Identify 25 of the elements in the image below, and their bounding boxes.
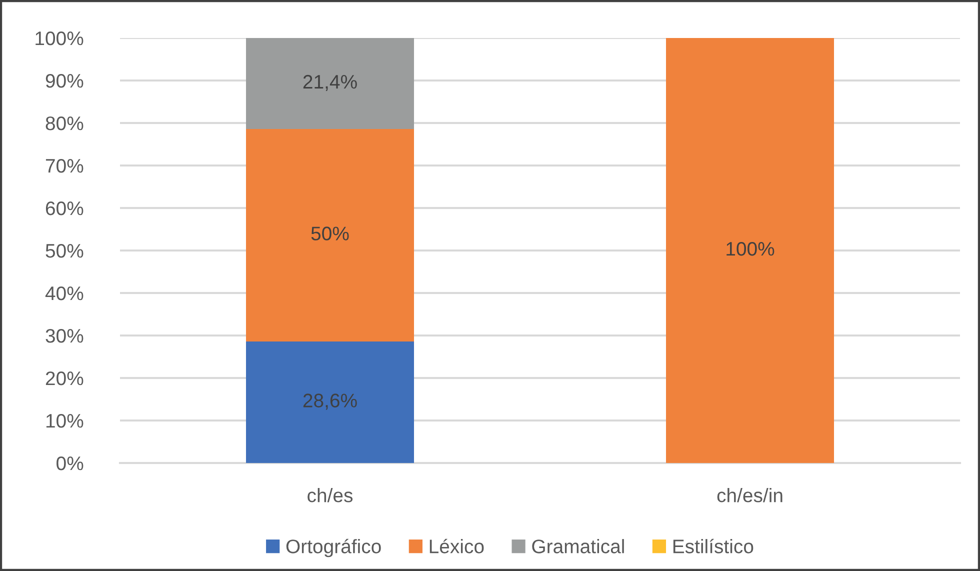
y-tick-label: 70% (46, 158, 84, 173)
legend-label: Estilístico (673, 538, 754, 554)
y-tick-label: 90% (46, 74, 84, 88)
y-tick-label: 0% (56, 456, 84, 470)
data-label: 21,4% (303, 74, 357, 91)
bar (666, 38, 834, 463)
y-tick-label: 80% (46, 116, 84, 130)
y-tick-label: 30% (46, 328, 84, 343)
data-label: 50% (311, 226, 349, 240)
legend-label: Léxico (430, 538, 484, 554)
x-tick-label: ch/es/in (717, 488, 782, 502)
y-tick-label: 20% (46, 371, 84, 386)
y-tick-label: 10% (46, 414, 84, 428)
bar (246, 38, 414, 129)
legend-label: Gramatical (532, 539, 624, 554)
y-tick-label: 40% (45, 286, 84, 300)
y-tick-label: 60% (46, 201, 84, 216)
data-label: 28,6% (303, 394, 357, 410)
bar (246, 128, 414, 342)
x-tick-label: ch/es (308, 488, 353, 502)
bar (246, 341, 414, 463)
y-tick-label: 50% (46, 244, 84, 258)
data-label: 100% (726, 242, 774, 256)
y-tick-label: 100% (36, 31, 84, 46)
legend-label: Ortográfico (286, 538, 381, 558)
